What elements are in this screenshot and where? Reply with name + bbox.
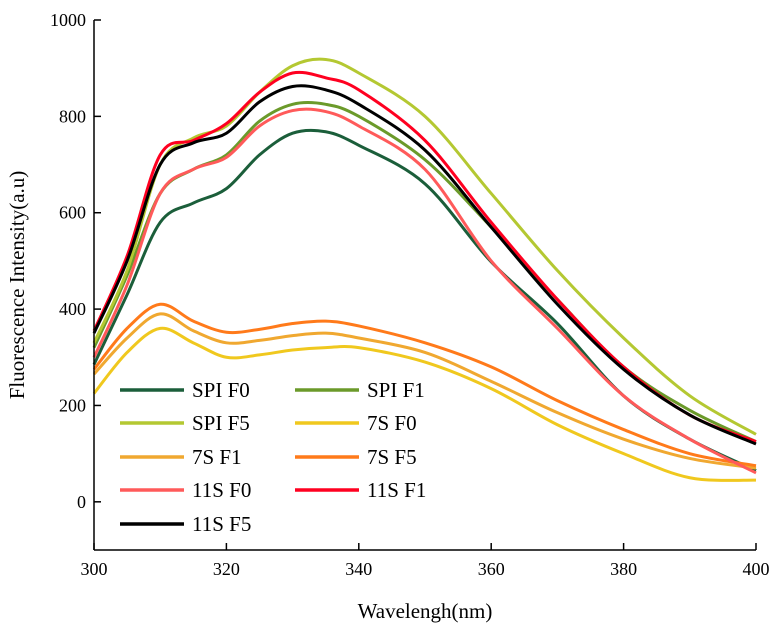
legend-label: 11S F5: [192, 512, 251, 536]
legend-label: SPI F1: [367, 378, 425, 402]
x-axis-label: Wavelengh(nm): [358, 599, 493, 623]
legend-label: 7S F0: [367, 411, 417, 435]
legend-label: 11S F1: [367, 478, 426, 502]
y-tick-label: 0: [77, 492, 86, 512]
y-tick-label: 400: [59, 299, 86, 319]
y-tick-label: 200: [59, 395, 86, 415]
legend-label: SPI F5: [192, 411, 250, 435]
legend-label: SPI F0: [192, 378, 250, 402]
x-tick-label: 380: [610, 559, 637, 579]
y-tick-label: 800: [59, 106, 86, 126]
legend-label: 11S F0: [192, 478, 251, 502]
series-lines: [92, 57, 757, 482]
legend-label: 7S F1: [192, 445, 242, 469]
x-tick-label: 300: [81, 559, 108, 579]
legend-label: 7S F5: [367, 445, 417, 469]
series-line-11s-f1: [92, 70, 757, 443]
axes: 0 200 400 600 800 1000 300 320 340 360 380 400: [50, 10, 770, 579]
x-tick-label: 400: [743, 559, 770, 579]
series-line-11s-f0: [92, 107, 757, 475]
series-line-7s-f0: [92, 326, 757, 482]
y-axis-label: Fluorescence Intensity(a.u): [5, 171, 29, 400]
x-tick-label: 320: [213, 559, 240, 579]
legend: SPI F0 SPI F1 SPI F5 7S F0 7S F1 7S F5 11S F0 1…: [120, 378, 426, 536]
y-tick-label: 600: [59, 203, 86, 223]
x-tick-label: 340: [345, 559, 372, 579]
y-tick-label: 1000: [50, 10, 86, 30]
series-line-7s-f1: [92, 312, 757, 470]
series-line-11s-f5: [92, 84, 757, 446]
series-line-7s-f5: [92, 302, 757, 468]
x-tick-label: 360: [478, 559, 505, 579]
